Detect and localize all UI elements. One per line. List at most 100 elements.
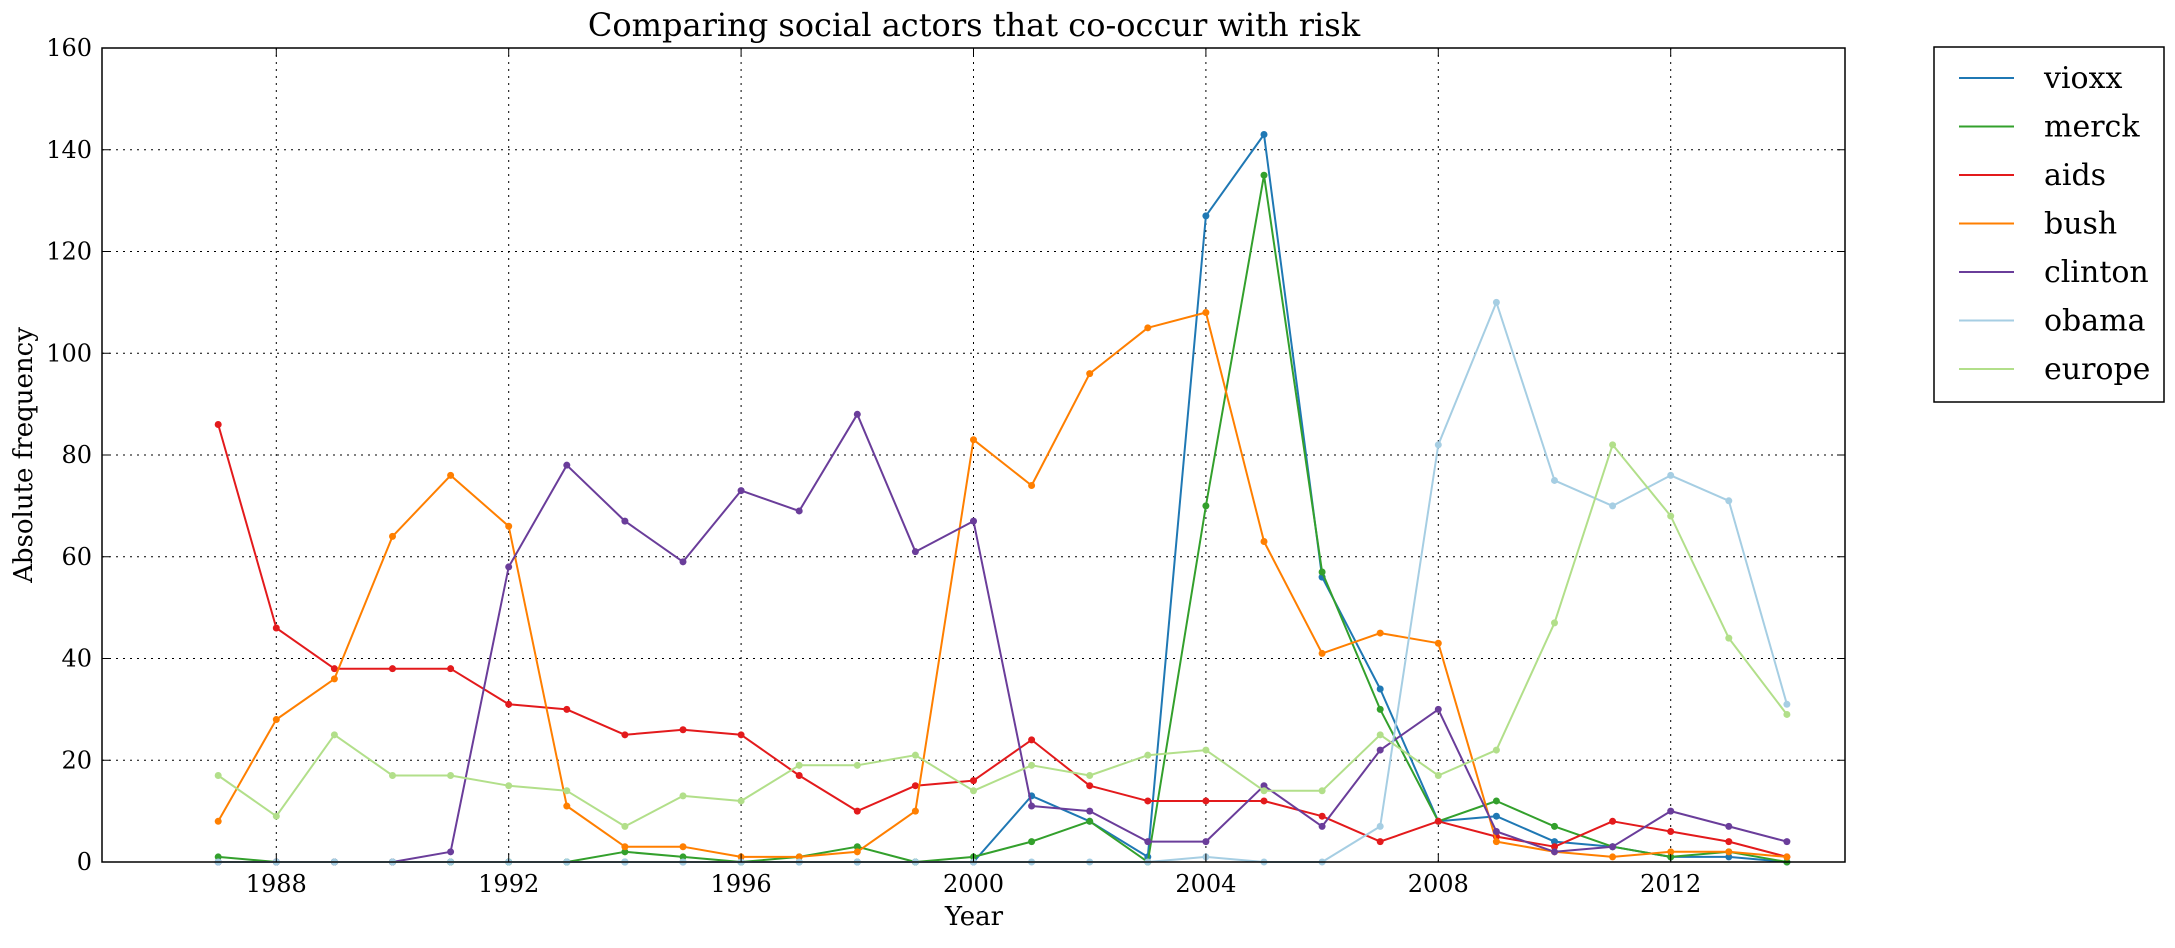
y-tick-label: 140	[46, 136, 92, 164]
data-point-bush	[330, 675, 338, 683]
data-point-aids	[1260, 797, 1268, 805]
data-point-bush	[1028, 482, 1036, 490]
x-tick-label: 2012	[1640, 870, 1701, 898]
data-point-obama	[1551, 476, 1558, 484]
data-point-obama	[1376, 822, 1384, 830]
data-point-clinton	[563, 461, 571, 469]
data-point-vioxx	[1551, 838, 1558, 846]
data-point-bush	[1144, 324, 1152, 332]
legend-label-obama: obama	[2044, 304, 2146, 339]
chart-title: Comparing social actors that co-occur wi…	[588, 6, 1361, 44]
data-point-europe	[737, 797, 745, 805]
data-point-bush	[1725, 848, 1733, 856]
data-point-bush	[389, 532, 396, 540]
data-point-aids	[1725, 838, 1733, 846]
data-point-aids	[1028, 736, 1036, 744]
data-point-merck	[1551, 822, 1558, 830]
data-point-clinton	[1318, 822, 1326, 830]
y-tick-label: 80	[61, 441, 92, 469]
legend: vioxx merck aids bush clinton obama europe	[1933, 46, 2165, 403]
data-point-merck	[1028, 838, 1036, 846]
data-point-merck	[1086, 817, 1094, 825]
data-point-aids	[1202, 797, 1210, 805]
data-point-aids	[1551, 843, 1558, 851]
data-point-europe	[214, 772, 222, 780]
data-point-clinton	[1551, 848, 1558, 856]
data-point-bush	[911, 807, 919, 815]
data-point-merck	[1492, 797, 1500, 805]
data-point-aids	[505, 700, 513, 708]
data-point-europe	[1667, 512, 1675, 520]
data-point-aids	[970, 777, 977, 785]
data-point-clinton	[1725, 822, 1733, 830]
x-tick-label: 2004	[1175, 870, 1236, 898]
data-point-clinton	[1434, 705, 1442, 713]
data-point-aids	[1667, 827, 1675, 835]
data-point-bush	[505, 522, 513, 530]
data-point-europe	[970, 787, 977, 795]
data-point-aids	[389, 665, 396, 673]
data-point-bush	[1667, 848, 1675, 856]
series-line-aids	[217, 424, 1788, 858]
series-vioxx	[214, 130, 1791, 866]
data-point-bush	[272, 716, 280, 724]
series-obama	[214, 298, 1791, 866]
data-point-europe	[1144, 751, 1152, 759]
legend-label-clinton: clinton	[2044, 255, 2149, 290]
data-point-aids	[1434, 817, 1442, 825]
grid	[102, 48, 1845, 862]
series-line-clinton	[218, 413, 1788, 863]
x-tick-label: 2008	[1408, 870, 1469, 898]
data-point-bush	[1260, 537, 1268, 545]
data-point-bush	[1492, 838, 1500, 846]
x-tick-label: 1988	[246, 870, 307, 898]
data-point-aids	[679, 726, 687, 734]
data-point-clinton	[1376, 746, 1384, 754]
data-point-bush	[1609, 853, 1617, 861]
data-point-clinton	[853, 410, 861, 418]
data-point-europe	[1318, 787, 1326, 795]
data-point-europe	[1783, 710, 1791, 718]
data-point-merck	[853, 843, 861, 851]
data-point-aids	[1144, 797, 1152, 805]
data-point-europe	[505, 782, 513, 790]
data-point-bush	[1202, 309, 1210, 317]
series-line-bush	[217, 311, 1787, 858]
data-point-bush	[621, 843, 629, 851]
y-tick-label: 160	[46, 34, 92, 62]
data-point-clinton	[679, 558, 687, 566]
data-point-clinton	[1667, 807, 1675, 815]
data-point-clinton	[505, 563, 513, 571]
data-point-europe	[563, 787, 571, 795]
data-point-bush	[563, 802, 571, 810]
data-point-clinton	[737, 487, 745, 495]
data-point-aids	[1318, 812, 1326, 820]
legend-label-vioxx: vioxx	[2043, 61, 2123, 96]
data-point-europe	[1725, 634, 1733, 642]
legend-label-aids: aids	[2044, 158, 2106, 193]
data-point-bush	[795, 853, 803, 861]
x-tick-label: 2000	[943, 870, 1004, 898]
axis-ticks: 1988 1992 1996 2000 2004 2008 2012 0 20 40 60 80 100…	[46, 34, 1845, 898]
data-point-clinton	[447, 848, 455, 856]
data-point-aids	[272, 624, 280, 632]
y-tick-label: 20	[61, 746, 92, 774]
data-point-bush	[447, 471, 455, 479]
legend-label-bush: bush	[2044, 207, 2117, 242]
data-point-bush	[1376, 629, 1384, 637]
data-point-europe	[1202, 746, 1210, 754]
data-point-europe	[447, 772, 455, 780]
data-point-clinton	[621, 517, 629, 525]
data-point-clinton	[1492, 827, 1500, 835]
y-tick-label: 40	[61, 645, 92, 673]
y-tick-label: 0	[77, 848, 92, 876]
data-point-bush	[1783, 853, 1791, 861]
series-line-europe	[217, 443, 1788, 828]
data-point-obama	[1434, 441, 1442, 449]
data-point-obama	[1667, 471, 1675, 479]
data-point-aids	[563, 705, 571, 713]
data-point-europe	[795, 761, 803, 769]
data-point-vioxx	[1202, 212, 1210, 220]
data-point-europe	[1434, 772, 1442, 780]
data-point-aids	[853, 807, 861, 815]
